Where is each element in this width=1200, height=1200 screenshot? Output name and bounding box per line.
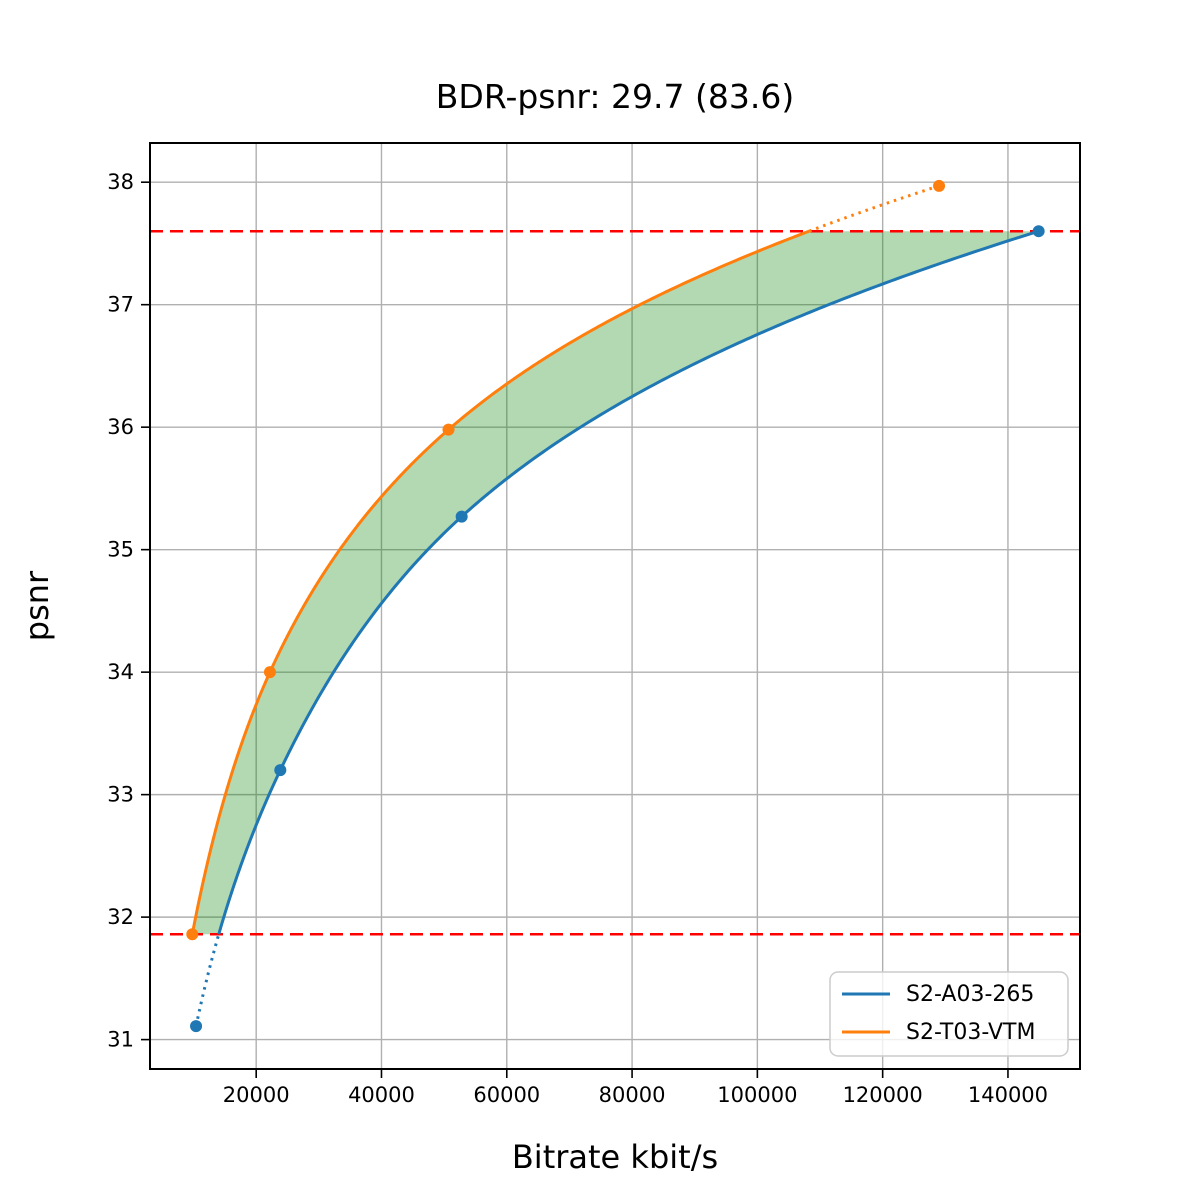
y-tick-label: 35: [107, 538, 134, 562]
plot-border: [149, 142, 1081, 1070]
series-1-curve-dotted: [194, 933, 221, 1027]
y-tick-label: 33: [107, 783, 134, 807]
data-point-series-1: [274, 764, 287, 777]
axes-frame-layer: [149, 142, 1081, 1070]
overlap-hlines-layer: [150, 229, 1080, 936]
series-1-curve: [217, 229, 1040, 935]
data-point-series-1: [190, 1020, 203, 1033]
data-point-series-2: [933, 179, 946, 192]
y-axis-label: psnr: [18, 570, 56, 641]
bd-gap-fill-layer: [192, 231, 1039, 935]
markers-layer: [186, 179, 1045, 1033]
x-axis-label: Bitrate kbit/s: [512, 1138, 718, 1176]
legend: S2-A03-265 S2-T03-VTM: [829, 971, 1069, 1057]
chart-title: BDR-psnr: 29.7 (83.6): [436, 77, 794, 116]
data-point-series-2: [442, 423, 455, 436]
data-point-series-1: [1032, 225, 1045, 238]
y-tick-label: 37: [107, 293, 134, 317]
ticks-layer: 20000 40000 60000 80000 100000 120000 140000 31…: [107, 170, 1048, 1107]
bd-gap-area: [192, 231, 1039, 935]
x-tick-label: 20000: [223, 1083, 290, 1107]
y-tick-label: 36: [107, 415, 134, 439]
x-tick-label: 140000: [968, 1083, 1048, 1107]
y-tick-label: 32: [107, 905, 134, 929]
data-point-series-1: [455, 510, 468, 523]
series-2-curve-dotted: [808, 184, 940, 233]
x-tick-label: 40000: [348, 1083, 415, 1107]
y-tick-label: 31: [107, 1028, 134, 1052]
y-tick-label: 38: [107, 170, 134, 194]
x-tick-label: 80000: [599, 1083, 666, 1107]
series-2-curve: [190, 229, 810, 935]
data-point-series-2: [186, 928, 199, 941]
legend-label-1: S2-A03-265: [906, 982, 1034, 1007]
data-point-series-2: [263, 666, 276, 679]
x-tick-label: 100000: [717, 1083, 797, 1107]
curves-layer: [190, 184, 1040, 1027]
grid-layer: [150, 143, 1080, 1069]
legend-label-2: S2-T03-VTM: [906, 1020, 1035, 1045]
x-tick-label: 60000: [473, 1083, 540, 1107]
y-tick-label: 34: [107, 660, 134, 684]
x-tick-label: 120000: [843, 1083, 923, 1107]
